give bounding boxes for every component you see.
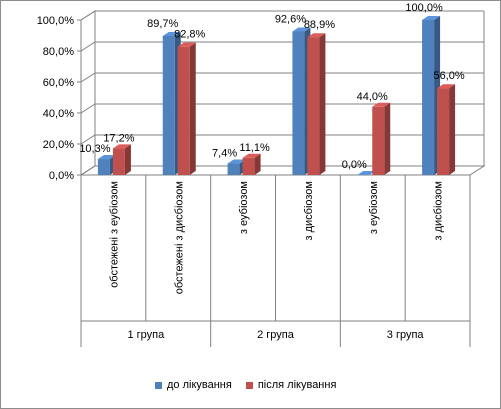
group-label: 1 група bbox=[127, 329, 165, 341]
data-label: 100,0% bbox=[405, 2, 443, 14]
bar-top bbox=[437, 84, 456, 89]
bar-front bbox=[242, 157, 255, 175]
data-label: 17,2% bbox=[103, 132, 134, 144]
category-label: з еубіозом bbox=[238, 181, 250, 234]
bar-front bbox=[112, 148, 125, 175]
gridline bbox=[80, 134, 484, 145]
legend: до лікування після лікування bbox=[155, 379, 350, 391]
bar-front bbox=[437, 88, 450, 175]
gridlines bbox=[80, 10, 484, 176]
category-label: з дисбіозом bbox=[303, 181, 315, 241]
bar-top bbox=[292, 27, 311, 32]
bar-after bbox=[372, 102, 391, 175]
bar-side bbox=[319, 33, 326, 175]
y-tick-label: 20,0% bbox=[43, 139, 74, 151]
y-tick-label: 100,0% bbox=[37, 15, 75, 27]
legend-label-after: після лікування bbox=[257, 379, 337, 391]
category-label: обстежені з дисбіозом bbox=[173, 181, 185, 294]
data-label: 10,3% bbox=[79, 143, 110, 155]
y-tick-label: 40,0% bbox=[43, 108, 74, 120]
bar-front bbox=[422, 20, 435, 175]
legend-swatch-before bbox=[155, 381, 162, 389]
bar-side bbox=[449, 84, 456, 175]
bar-before bbox=[357, 171, 376, 175]
bar-side bbox=[384, 102, 391, 175]
gridline bbox=[80, 103, 484, 114]
data-label: 0,0% bbox=[342, 159, 367, 171]
x-axis: обстежені з еубіозом обстежені з дисбіозо… bbox=[80, 175, 471, 347]
data-label: 82,8% bbox=[174, 29, 205, 41]
bars bbox=[97, 16, 456, 176]
group-label: 2 група bbox=[257, 329, 295, 341]
bar-top bbox=[112, 144, 131, 149]
bar-after bbox=[177, 42, 196, 175]
category-label: з еубіозом bbox=[368, 181, 380, 234]
category-label: з дисбіозом bbox=[433, 181, 445, 241]
bar-front bbox=[97, 159, 110, 175]
bar-front bbox=[372, 106, 385, 175]
bar-top bbox=[97, 155, 116, 160]
group-label: 3 група bbox=[387, 329, 425, 341]
bar-side bbox=[189, 42, 196, 175]
bar-front bbox=[227, 163, 240, 175]
bar-top bbox=[227, 159, 246, 164]
bar-top bbox=[372, 102, 391, 107]
data-label: 11,1% bbox=[239, 142, 270, 154]
bar-top bbox=[422, 16, 441, 20]
gridline bbox=[80, 10, 484, 21]
bar-top bbox=[177, 42, 196, 47]
y-tick-label: 60,0% bbox=[43, 77, 74, 89]
data-label: 44,0% bbox=[357, 91, 388, 103]
bar-after bbox=[242, 153, 261, 175]
bar-top bbox=[162, 31, 181, 36]
gridline bbox=[80, 41, 484, 52]
bar-after bbox=[112, 144, 131, 175]
legend-label-before: до лікування bbox=[167, 379, 232, 391]
bar-front bbox=[162, 35, 175, 176]
legend-item-before: до лікування bbox=[155, 379, 232, 391]
y-tick-label: 0,0% bbox=[49, 170, 74, 182]
category-label: обстежені з еубіозом bbox=[108, 181, 120, 288]
bar-front bbox=[307, 37, 320, 175]
data-label: 7,4% bbox=[212, 148, 237, 160]
data-labels: 10,3%17,2% 89,7%82,8% 7,4% 11,1% 92,6%88,9% 0… bbox=[79, 2, 465, 171]
bar-front bbox=[177, 46, 190, 175]
bar-top bbox=[357, 171, 376, 175]
bar-side bbox=[124, 144, 131, 175]
gridline bbox=[80, 165, 484, 176]
bar-side bbox=[254, 153, 261, 175]
data-label: 88,9% bbox=[304, 19, 335, 31]
legend-item-after: після лікування bbox=[245, 379, 337, 391]
bar-after bbox=[437, 84, 456, 175]
data-label: 89,7% bbox=[147, 18, 178, 30]
bar-after bbox=[307, 33, 326, 175]
bar-front bbox=[292, 31, 305, 175]
gridline bbox=[80, 72, 484, 83]
bar-top bbox=[307, 33, 326, 38]
y-axis-ticks: 0,0% 20,0% 40,0% 60,0% 80,0% 100,0% bbox=[37, 15, 81, 182]
data-label: 92,6% bbox=[275, 13, 306, 25]
bar-top bbox=[242, 153, 261, 158]
data-label: 56,0% bbox=[433, 70, 464, 82]
legend-swatch-after bbox=[245, 381, 253, 389]
y-tick-label: 80,0% bbox=[43, 46, 74, 58]
